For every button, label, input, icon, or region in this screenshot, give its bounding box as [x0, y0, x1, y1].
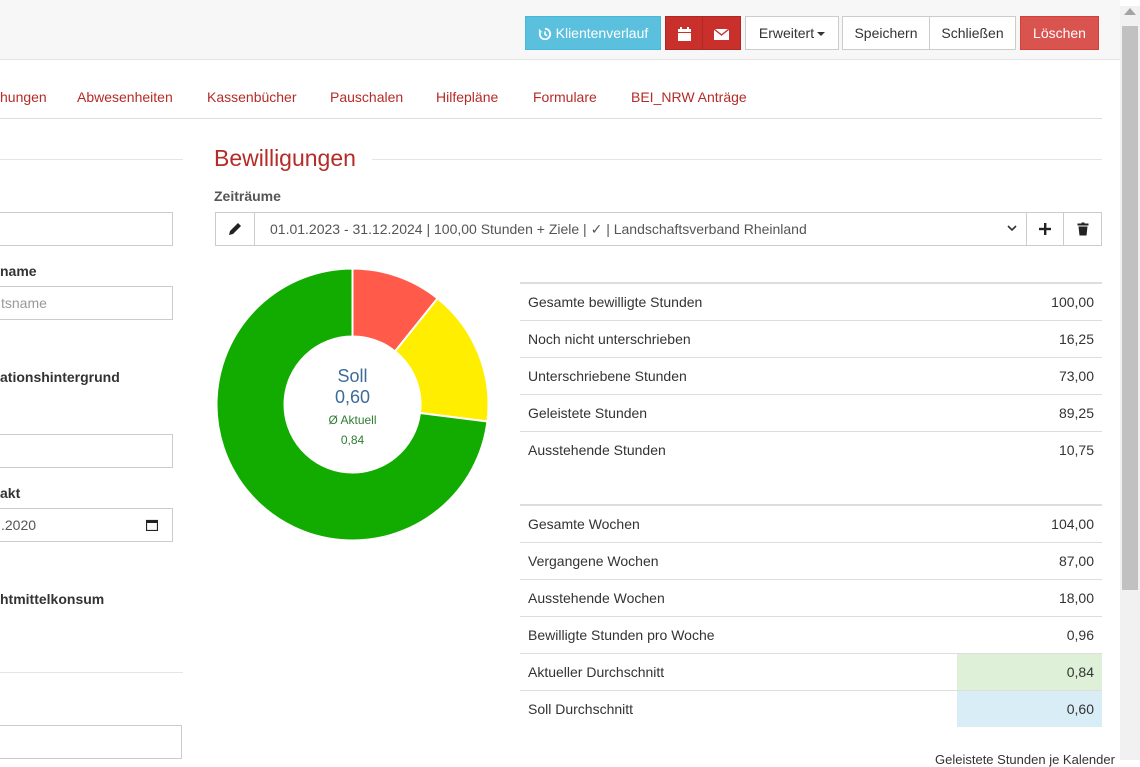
- delete-button[interactable]: Löschen: [1020, 16, 1099, 50]
- history-icon: [538, 28, 551, 41]
- tab-flat-rates[interactable]: Pauschalen: [330, 89, 404, 105]
- weeks-table: Gesamte Wochen 104,00 Vergangene Wochen 87…: [520, 504, 1102, 727]
- table-row: Ausstehende Stunden 10,75: [520, 430, 1102, 468]
- row-label: Gesamte Wochen: [520, 504, 957, 542]
- current-average-label: Ø Aktuell: [328, 413, 377, 427]
- contact-date-value: .2020: [1, 517, 37, 533]
- client-history-label: Klientenverlauf: [555, 25, 649, 41]
- calendar-button[interactable]: [665, 16, 703, 50]
- row-value: 104,00: [957, 504, 1102, 542]
- left-input-1[interactable]: [0, 212, 173, 246]
- table-row: Vergangene Wochen 87,00: [520, 541, 1102, 579]
- tab-cashbooks[interactable]: Kassenbücher: [207, 89, 297, 105]
- tab-help-plans[interactable]: Hilfepläne: [436, 89, 499, 105]
- close-label: Schließen: [941, 25, 1004, 41]
- row-value: 16,25: [957, 319, 1102, 357]
- table-row: Noch nicht unterschrieben 16,25: [520, 319, 1102, 357]
- tab-partial[interactable]: hungen: [0, 89, 47, 105]
- period-selector-group: 01.01.2023 - 31.12.2024 | 100,00 Stunden…: [215, 212, 1102, 246]
- periods-label: Zeiträume: [214, 188, 281, 204]
- plus-icon: [1039, 223, 1051, 235]
- tab-absences[interactable]: Abwesenheiten: [77, 89, 173, 105]
- pencil-icon: [229, 223, 241, 235]
- table-row: Gesamte bewilligte Stunden 100,00: [520, 282, 1102, 320]
- row-value: 10,75: [957, 430, 1102, 468]
- hours-donut-chart: [215, 267, 490, 542]
- table-row: Gesamte Wochen 104,00: [520, 504, 1102, 542]
- row-value: 0,96: [957, 615, 1102, 653]
- substance-label: htmittelkonsum: [0, 591, 105, 607]
- calendar-icon[interactable]: [146, 519, 158, 531]
- delete-label: Löschen: [1033, 25, 1086, 41]
- target-label: Soll: [337, 366, 368, 386]
- close-button[interactable]: Schließen: [929, 16, 1016, 50]
- contact-date-input[interactable]: .2020: [0, 508, 173, 542]
- scroll-up-arrow-icon[interactable]: [1124, 8, 1136, 15]
- row-value: 87,00: [957, 541, 1102, 579]
- edit-period-button[interactable]: [215, 212, 255, 246]
- table-row: Soll Durchschnitt 0,60: [520, 689, 1102, 727]
- scrollbar-thumb[interactable]: [1122, 26, 1138, 590]
- save-label: Speichern: [854, 25, 918, 41]
- action-toolbar: Klientenverlauf Erweitert Speichern Schl…: [0, 0, 1120, 60]
- donut-segment-2[interactable]: [215, 267, 489, 542]
- hours-table: Gesamte bewilligte Stunden 100,00 Noch ni…: [520, 282, 1102, 468]
- tab-bei-nrw-applications[interactable]: BEI_NRW Anträge: [631, 89, 747, 105]
- advanced-dropdown[interactable]: Erweitert: [745, 16, 839, 50]
- envelope-icon: [713, 28, 730, 40]
- row-value-current: 0,84: [957, 652, 1102, 690]
- left-divider-2: [0, 672, 183, 673]
- add-period-button[interactable]: [1026, 212, 1064, 246]
- calendar-icon: [677, 27, 691, 42]
- row-value-target: 0,60: [957, 689, 1102, 727]
- chevron-down-icon: [1007, 225, 1017, 232]
- table-row: Geleistete Stunden 89,25: [520, 393, 1102, 431]
- advanced-label: Erweitert: [758, 25, 815, 41]
- name-input[interactable]: tsname: [0, 286, 173, 320]
- donut-svg: [215, 267, 490, 542]
- row-value: 100,00: [957, 282, 1102, 320]
- client-history-button[interactable]: Klientenverlauf: [525, 16, 661, 50]
- table-row: Aktueller Durchschnitt 0,84: [520, 652, 1102, 690]
- row-label: Noch nicht unterschrieben: [520, 319, 957, 357]
- name-label: name: [0, 263, 37, 279]
- row-label: Gesamte bewilligte Stunden: [520, 282, 957, 320]
- table-row: Unterschriebene Stunden 73,00: [520, 356, 1102, 394]
- section-title: Bewilligungen: [214, 145, 356, 171]
- left-divider: [0, 159, 183, 160]
- row-label: Soll Durchschnitt: [520, 689, 957, 727]
- tab-forms[interactable]: Formulare: [533, 89, 597, 105]
- row-label: Aktueller Durchschnitt: [520, 652, 957, 690]
- donut-center-text: Soll 0,60 Ø Aktuell 0,84: [216, 366, 489, 450]
- table-row: Ausstehende Wochen 18,00: [520, 578, 1102, 616]
- row-label: Unterschriebene Stunden: [520, 356, 957, 394]
- current-average-value: 0,84: [340, 433, 365, 447]
- target-value: 0,60: [334, 387, 371, 407]
- left-input-bottom[interactable]: [0, 725, 182, 759]
- migration-input[interactable]: [0, 434, 173, 468]
- row-label: Vergangene Wochen: [520, 541, 957, 579]
- period-select-value: 01.01.2023 - 31.12.2024 | 100,00 Stunden…: [270, 221, 807, 237]
- row-value: 18,00: [957, 578, 1102, 616]
- table-row: Bewilligte Stunden pro Woche 0,96: [520, 615, 1102, 653]
- row-label: Geleistete Stunden: [520, 393, 957, 431]
- email-button[interactable]: [702, 16, 741, 50]
- row-value: 89,25: [957, 393, 1102, 431]
- caret-down-icon: [817, 32, 826, 37]
- row-label: Ausstehende Wochen: [520, 578, 957, 616]
- row-value: 73,00: [957, 356, 1102, 394]
- row-label: Bewilligte Stunden pro Woche: [520, 615, 957, 653]
- tab-bar: hungen Abwesenheiten Kassenbücher Pausch…: [0, 78, 1102, 119]
- delete-period-button[interactable]: [1063, 212, 1102, 246]
- section-divider: [372, 159, 1102, 160]
- row-label: Ausstehende Stunden: [520, 430, 957, 468]
- migration-label: ationshintergrund: [0, 369, 120, 385]
- period-select[interactable]: 01.01.2023 - 31.12.2024 | 100,00 Stunden…: [254, 212, 1027, 246]
- trash-icon: [1077, 222, 1088, 236]
- save-button[interactable]: Speichern: [842, 16, 930, 50]
- contact-label: akt: [0, 485, 21, 501]
